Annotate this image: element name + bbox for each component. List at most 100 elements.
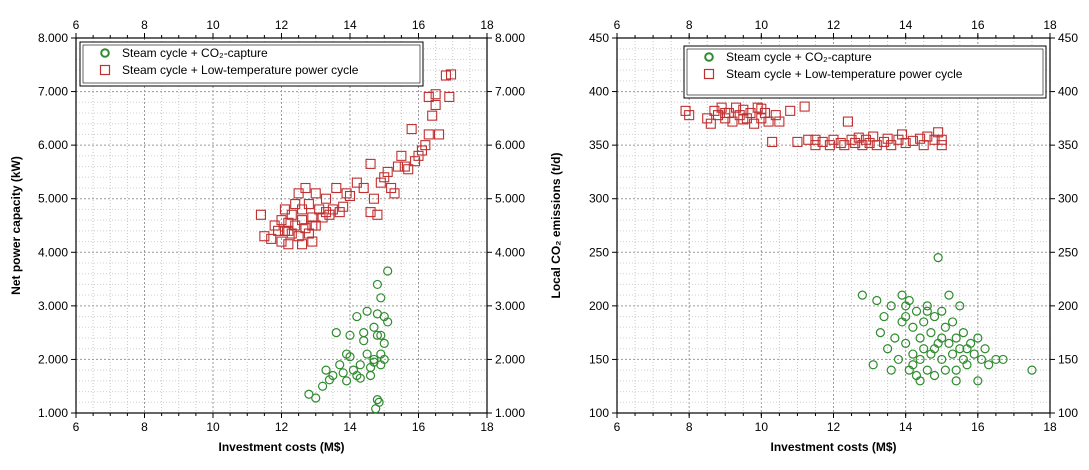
data-point-square [386,182,397,194]
data-point-circle [929,311,940,322]
data-point-circle [893,354,904,365]
data-point-square [803,134,814,145]
data-point-square [310,188,321,199]
data-point-circle [947,317,958,327]
data-point-square [763,116,774,127]
x-tick-label-top: 8 [686,18,693,32]
x-tick-label-top: 8 [141,18,148,32]
x-axis-title: Investment costs (M$) [770,440,896,454]
data-point-circle [372,279,382,290]
data-point-square [307,212,318,223]
x-tick-label: 16 [412,420,426,434]
x-tick-label-top: 12 [275,18,289,32]
data-point-square [283,225,294,236]
data-point-square [810,140,821,151]
data-point-circle [379,338,389,348]
y-tick-label: 7.000 [38,85,68,99]
data-point-square [705,118,716,129]
data-point-square [382,166,393,177]
data-point-square [372,209,383,220]
x-tick-label: 6 [73,420,80,434]
data-point-circle [335,360,345,370]
data-point-circle [962,344,972,354]
y-tick-label: 3.000 [38,299,68,313]
y-tick-label: 450 [589,31,609,45]
data-point-square [327,204,338,215]
data-point-square [433,129,445,140]
data-point-circle [955,301,965,311]
legend-box [683,45,1047,99]
data-point-circle [886,365,896,375]
data-point-circle [376,330,386,340]
y-tick-label-right: 350 [1058,138,1078,152]
data-point-square [720,107,731,119]
data-point-square [396,150,407,161]
data-point-circle [901,311,911,322]
data-point-square [770,110,781,121]
data-point-circle [962,360,972,370]
data-point-square [785,105,796,116]
data-point-circle [937,333,947,343]
data-point-square [749,118,760,129]
legend-marker-square [703,68,715,80]
x-tick-label-top: 10 [755,18,769,32]
data-point-circle [383,266,393,276]
data-point-square [817,136,828,147]
data-point-square [296,239,308,250]
data-point-circle [947,349,958,359]
data-point-square [266,233,277,244]
data-point-circle [304,389,314,399]
data-point-square [756,103,767,114]
y-tick-label-right: 2.000 [495,352,525,366]
y-tick-label: 8.000 [38,31,68,45]
data-point-square [365,207,376,218]
data-point-circle [352,311,362,322]
data-point-square [279,204,290,215]
data-point-circle [980,344,990,354]
data-point-circle [369,357,379,367]
data-point-circle [359,336,369,346]
data-point-circle [915,376,925,386]
data-point-circle [955,344,965,354]
data-point-square [864,137,875,149]
data-point-square [712,110,724,121]
data-point-square [716,102,727,113]
data-point-square [351,177,362,188]
data-point-square [824,140,835,151]
y-tick-label-right: 250 [1058,245,1078,259]
data-point-square [269,220,280,231]
y-tick-label-right: 4.000 [495,245,525,259]
data-point-square [430,89,441,100]
series-low-temp-power-cycle [255,69,457,250]
y-tick-label-right: 5.000 [495,192,525,206]
data-point-square [857,140,868,151]
data-point-circle [362,306,372,316]
data-point-circle [940,322,950,332]
data-point-circle [886,301,896,311]
x-tick-label-top: 12 [827,18,841,32]
x-tick-label-top: 6 [614,18,621,32]
series-co2-capture [857,253,1037,386]
data-point-square [430,99,441,111]
data-point-square [810,134,821,145]
y-tick-label-right: 450 [1058,31,1078,45]
x-tick-label: 6 [614,420,621,434]
data-point-square [878,136,890,147]
data-point-circle [991,354,1001,365]
data-point-circle [328,370,338,381]
data-point-circle [875,328,886,338]
data-point-circle [359,328,369,338]
data-point-square [741,113,752,124]
data-point-circle [908,322,918,332]
y-tick-label: 6.000 [38,138,68,152]
data-point-square [276,236,287,247]
data-point-circle [951,376,961,386]
x-tick-label: 12 [827,420,841,434]
data-point-square [296,215,308,226]
data-point-square [334,207,345,218]
data-point-circle [372,395,382,405]
x-tick-label: 14 [899,420,913,434]
data-point-square [839,140,850,151]
data-point-square [399,161,410,172]
data-point-circle [883,344,893,354]
